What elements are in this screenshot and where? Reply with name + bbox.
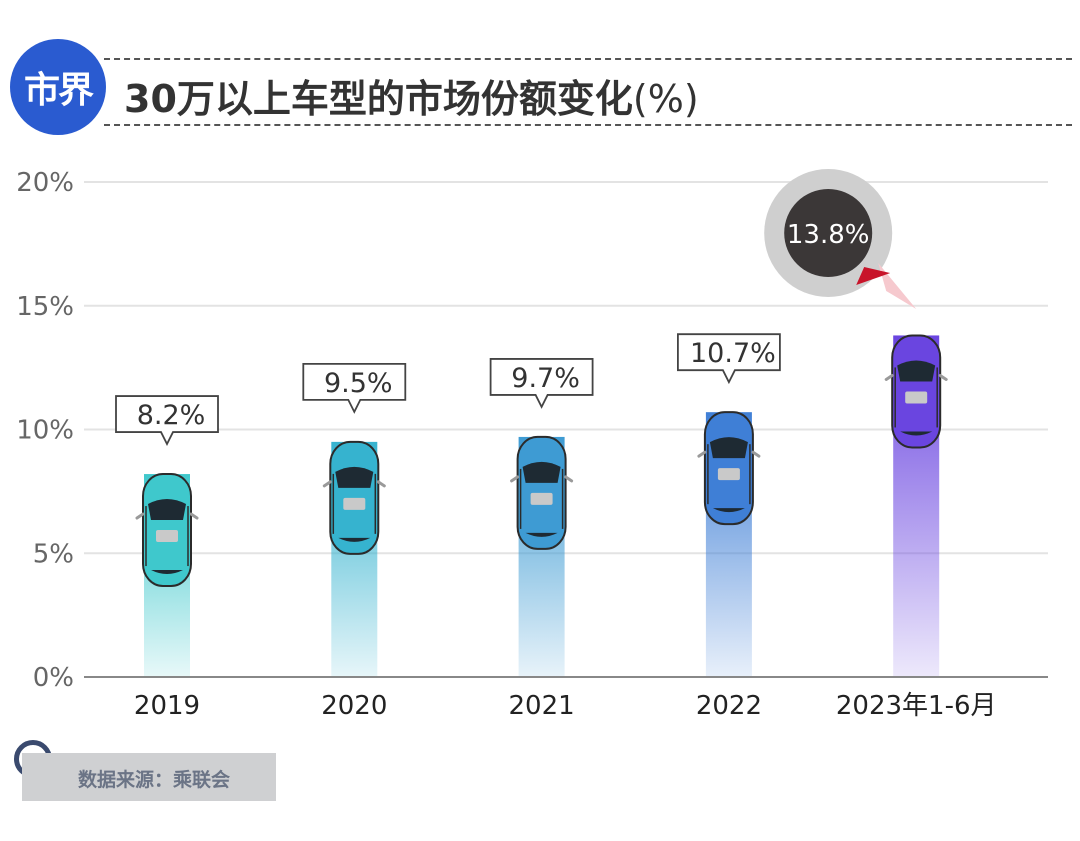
data-label: 9.5% — [324, 368, 393, 399]
data-label-box — [115, 395, 219, 447]
y-tick-label: 15% — [16, 292, 74, 322]
data-label-box — [677, 333, 781, 385]
title-text: 30万以上车型的市场份额变化 — [124, 77, 633, 121]
header-divider-top — [104, 58, 1072, 60]
title-unit: (%) — [632, 77, 699, 121]
y-tick-label: 10% — [16, 416, 74, 446]
y-tick-label: 5% — [33, 539, 74, 569]
source-box: 数据来源：乘联会 — [22, 753, 276, 801]
header-divider-bottom — [104, 124, 1072, 126]
data-label-box — [489, 358, 594, 409]
y-tick-label: 20% — [16, 168, 74, 198]
data-label: 8.2% — [137, 400, 206, 431]
car-icon — [322, 440, 386, 555]
car-icon — [697, 411, 761, 526]
x-tick-label: 2021 — [509, 691, 575, 721]
x-tick-label: 2019 — [134, 691, 200, 721]
data-label-box — [302, 362, 407, 414]
y-tick-label: 0% — [33, 663, 74, 693]
car-icon — [135, 473, 199, 588]
x-tick-label: 2020 — [321, 691, 387, 721]
source-text: 数据来源：乘联会 — [78, 769, 231, 791]
data-label: 13.8% — [787, 220, 870, 250]
page-title: 30万以上车型的市场份额变化(%) — [124, 68, 699, 123]
data-label: 10.7% — [690, 338, 776, 369]
data-label: 9.7% — [511, 363, 580, 394]
brand-logo: 市界 — [10, 39, 106, 135]
car-icon — [884, 334, 948, 449]
x-tick-label: 2022 — [696, 691, 762, 721]
car-icon — [510, 435, 574, 550]
x-tick-label: 2023年1-6月 — [836, 691, 997, 721]
highlight-callout — [764, 169, 917, 309]
